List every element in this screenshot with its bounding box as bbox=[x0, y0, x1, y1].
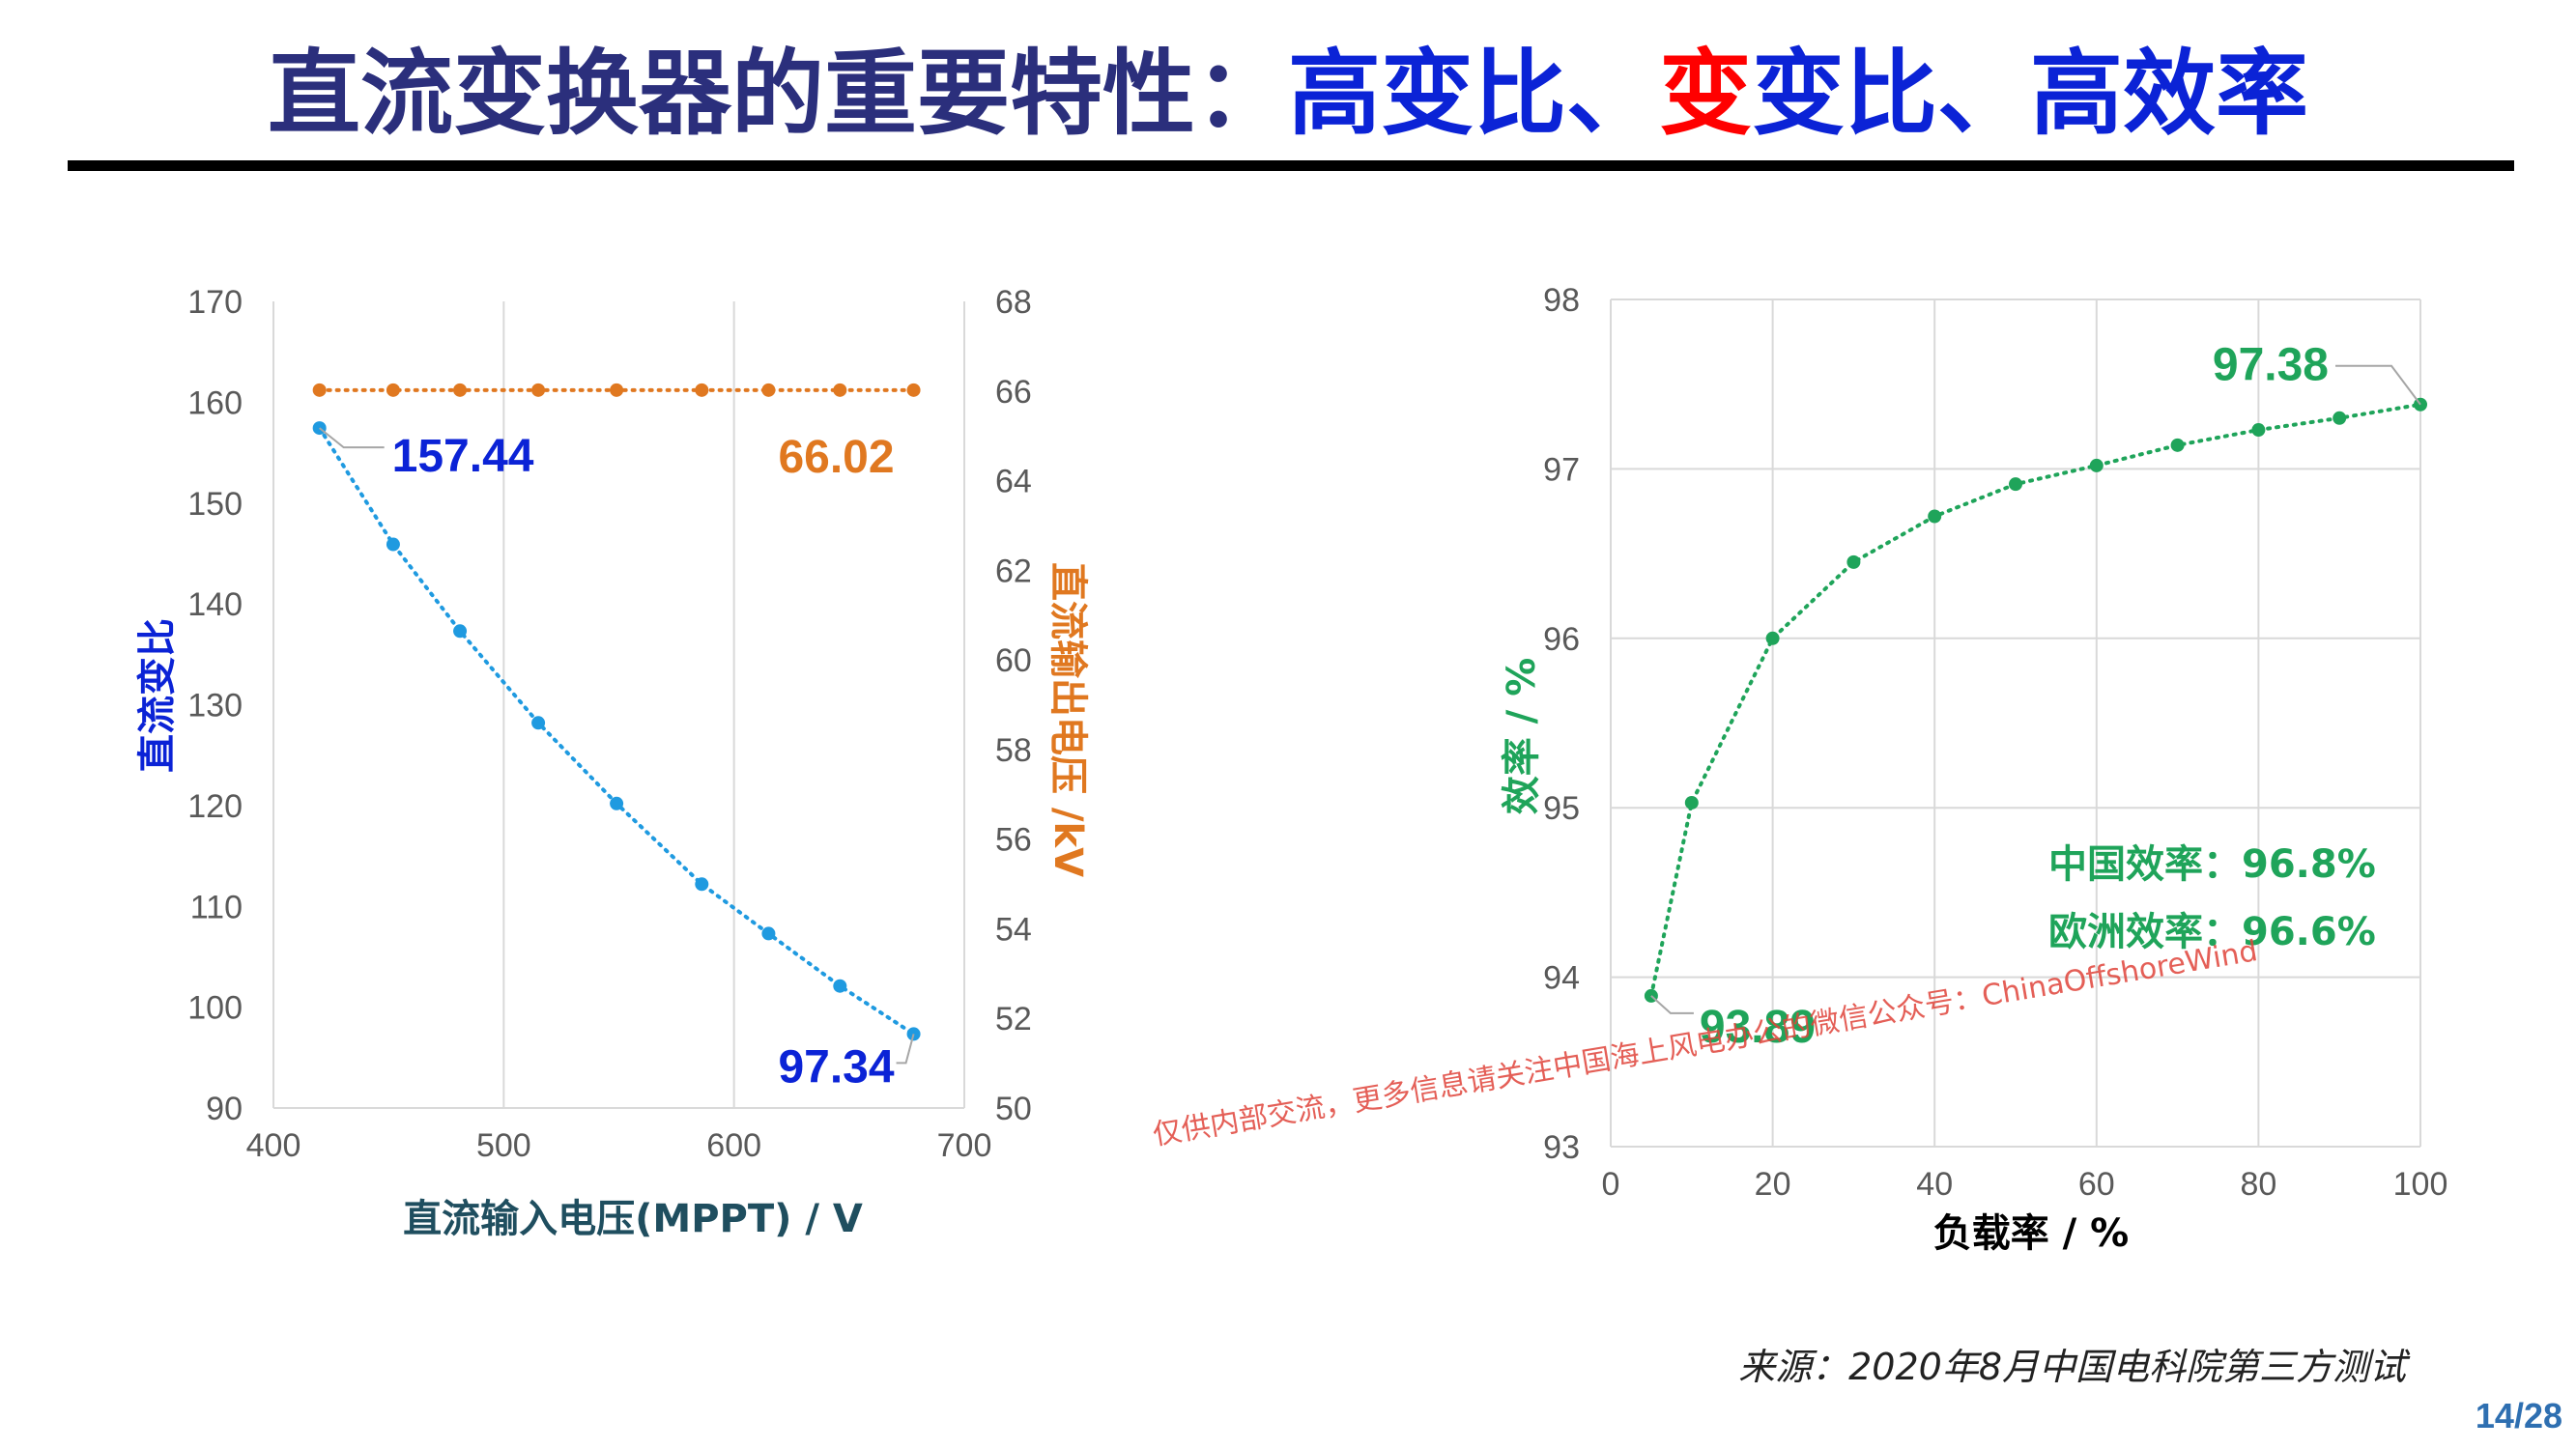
leader-line bbox=[319, 427, 385, 449]
source-note: 来源：2020年8月中国电科院第三方测试 bbox=[1738, 1346, 2411, 1388]
y2-tick-label: 64 bbox=[995, 464, 1032, 500]
data-point bbox=[2009, 477, 2022, 492]
data-point bbox=[1846, 554, 1861, 569]
left-chart-ticks: 400 500 600 700 90 100 110 120 130 140 150 160 170 50… bbox=[187, 284, 1032, 1164]
y2-tick-label: 50 bbox=[995, 1091, 1032, 1127]
data-point bbox=[906, 383, 921, 397]
y-tick-label: 97 bbox=[1543, 451, 1580, 488]
efficiency-chart: 0 20 40 60 80 100 93 94 95 96 97 98 93.89 97.38 负载率 … bbox=[1500, 282, 2447, 1256]
china-efficiency-note: 中国效率：96.8% bbox=[2048, 842, 2376, 887]
data-label: 97.38 bbox=[2213, 340, 2329, 391]
data-label: 66.02 bbox=[778, 432, 894, 483]
watermark: 仅供内部交流，更多信息请关注中国海上风电办公的微信公众号：ChinaOffsho… bbox=[1151, 934, 2260, 1152]
x-tick-label: 60 bbox=[2078, 1166, 2115, 1203]
right-chart-gridlines bbox=[1610, 298, 2421, 1148]
data-point bbox=[610, 796, 624, 810]
y2-tick-label: 68 bbox=[995, 284, 1032, 321]
y2-tick-label: 58 bbox=[995, 732, 1032, 769]
data-point bbox=[833, 383, 847, 397]
x-tick-label: 80 bbox=[2240, 1166, 2276, 1203]
data-point bbox=[761, 926, 776, 941]
y-tick-label: 100 bbox=[187, 990, 243, 1027]
y-tick-label: 98 bbox=[1543, 282, 1580, 319]
y2-tick-label: 60 bbox=[995, 642, 1032, 679]
y2-tick-label: 62 bbox=[995, 553, 1032, 589]
title-underline bbox=[68, 160, 2514, 171]
y2-tick-label: 56 bbox=[995, 822, 1032, 859]
y-tick-label: 93 bbox=[1543, 1129, 1580, 1166]
data-point bbox=[1684, 795, 1699, 810]
right-chart-data-labels: 93.89 97.38 bbox=[1650, 340, 2421, 1053]
data-point bbox=[2333, 411, 2347, 425]
right-chart-ticks: 0 20 40 60 80 100 93 94 95 96 97 98 bbox=[1543, 282, 2447, 1203]
data-point bbox=[453, 624, 468, 639]
x-tick-label: 0 bbox=[1602, 1166, 1620, 1203]
series-line-0 bbox=[317, 426, 916, 1037]
y2-tick-label: 66 bbox=[995, 374, 1032, 411]
europe-efficiency-note: 欧洲效率：96.6% bbox=[2048, 910, 2376, 954]
title-part-1: 直流变换器的重要特性： bbox=[268, 40, 1288, 148]
y-tick-label: 90 bbox=[206, 1091, 243, 1127]
data-label: 93.89 bbox=[1700, 1002, 1816, 1053]
left-chart-series bbox=[312, 383, 921, 1041]
left-y2-axis-title: 直流输出电压 /kV bbox=[1045, 562, 1090, 877]
y-tick-label: 160 bbox=[187, 384, 243, 421]
data-point bbox=[453, 383, 468, 397]
y-tick-label: 120 bbox=[187, 788, 243, 825]
y-tick-label: 140 bbox=[187, 586, 243, 623]
y-tick-label: 94 bbox=[1543, 960, 1580, 997]
left-x-axis-title: 直流输入电压(MPPT) / V bbox=[403, 1197, 863, 1241]
data-point bbox=[2170, 438, 2185, 452]
data-point bbox=[610, 383, 624, 397]
leader-line bbox=[896, 1034, 915, 1065]
right-x-axis-title: 负载率 / % bbox=[1933, 1211, 2130, 1256]
x-tick-label: 20 bbox=[1755, 1166, 1791, 1203]
x-tick-label: 700 bbox=[937, 1127, 992, 1164]
x-tick-label: 400 bbox=[246, 1127, 301, 1164]
y-tick-label: 130 bbox=[187, 688, 243, 724]
x-tick-label: 600 bbox=[706, 1127, 761, 1164]
data-point bbox=[833, 979, 847, 993]
leader-line bbox=[2335, 364, 2421, 406]
y2-tick-label: 52 bbox=[995, 1001, 1032, 1037]
title-part-3: 变 bbox=[1659, 40, 1752, 148]
data-point bbox=[761, 383, 776, 397]
data-point bbox=[531, 716, 546, 730]
left-chart-data-labels: 157.44 97.34 66.02 bbox=[319, 427, 915, 1093]
left-chart-gridlines bbox=[272, 301, 965, 1109]
y-tick-label: 96 bbox=[1543, 621, 1580, 658]
x-tick-label: 40 bbox=[1916, 1166, 1953, 1203]
data-label: 157.44 bbox=[392, 431, 534, 482]
data-point bbox=[1765, 631, 1780, 645]
x-tick-label: 500 bbox=[476, 1127, 531, 1164]
y-tick-label: 150 bbox=[187, 486, 243, 523]
data-point bbox=[1928, 509, 1942, 524]
data-point bbox=[2089, 458, 2104, 472]
data-point bbox=[695, 877, 709, 892]
left-y-axis-title: 直流变比 bbox=[135, 618, 180, 773]
data-point bbox=[312, 383, 327, 397]
data-label: 97.34 bbox=[778, 1041, 894, 1093]
slide-title: 直流变换器的重要特性：高变比、变变比、高效率 bbox=[268, 40, 2308, 148]
page-number: 14/28 bbox=[2476, 1396, 2562, 1435]
series-line-0 bbox=[1648, 402, 2422, 998]
x-tick-label: 100 bbox=[2393, 1166, 2448, 1203]
title-part-4: 变比、高效率 bbox=[1752, 40, 2308, 148]
y-tick-label: 170 bbox=[187, 284, 243, 321]
right-y-axis-title: 效率 / % bbox=[1500, 658, 1544, 815]
data-point bbox=[386, 537, 400, 552]
data-point bbox=[531, 383, 546, 397]
data-point bbox=[695, 383, 709, 397]
y-tick-label: 95 bbox=[1543, 790, 1580, 827]
conversion-ratio-chart: 400 500 600 700 90 100 110 120 130 140 150 160 170 50… bbox=[135, 284, 1090, 1241]
y2-tick-label: 54 bbox=[995, 911, 1032, 948]
leader-line bbox=[1650, 995, 1694, 1014]
y-tick-label: 110 bbox=[190, 889, 243, 925]
data-point bbox=[386, 383, 400, 397]
title-part-2: 高变比、 bbox=[1288, 40, 1659, 148]
data-point bbox=[2251, 423, 2266, 438]
